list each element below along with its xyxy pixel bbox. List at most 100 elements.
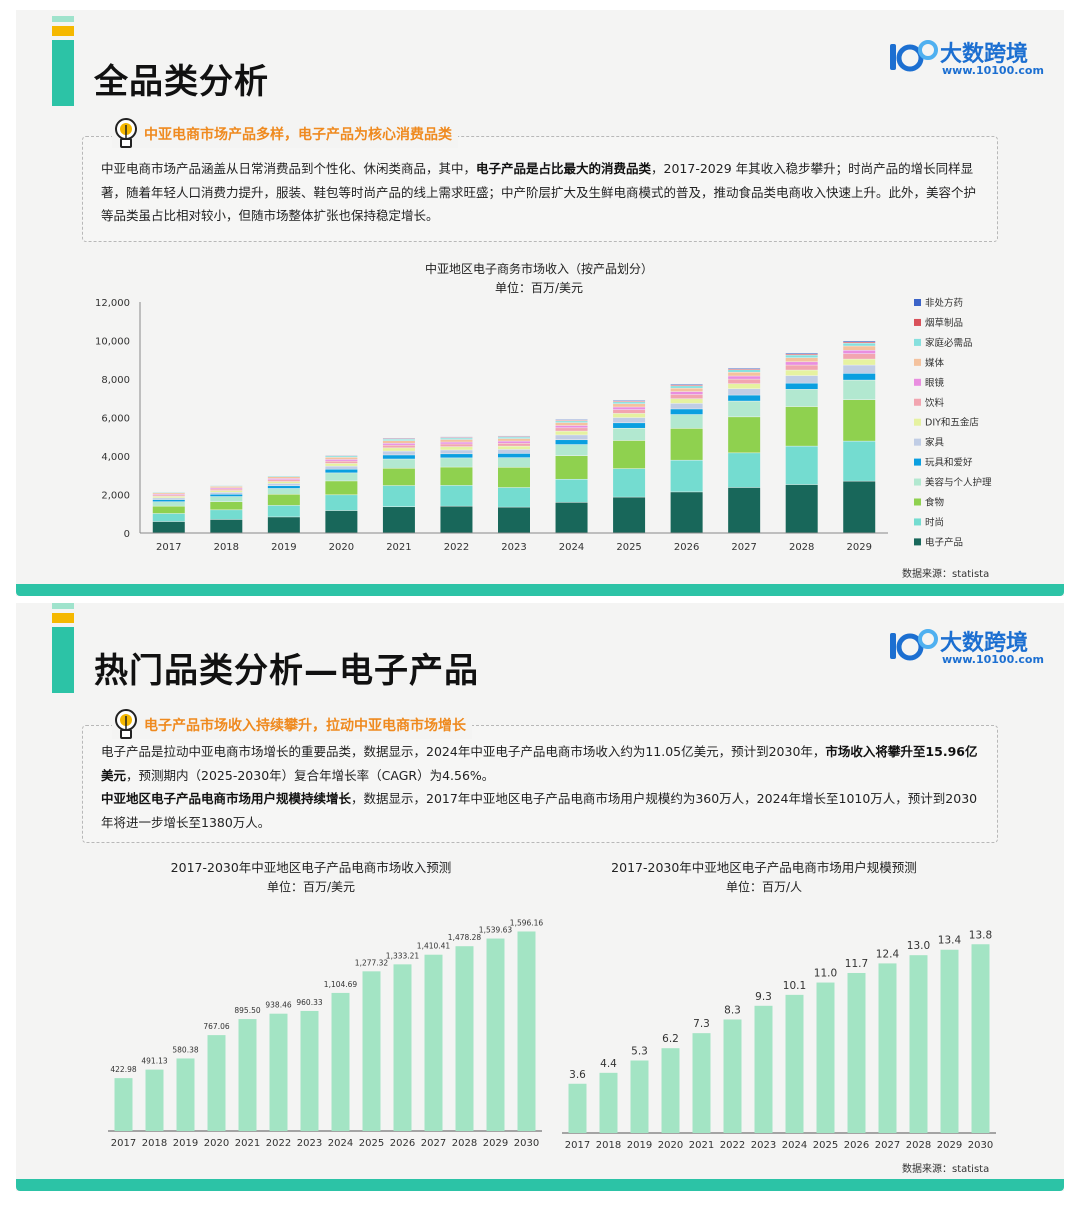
legend-label: 家具 bbox=[925, 437, 945, 449]
x-tick-label: 2021 bbox=[386, 542, 411, 553]
x-tick-label: 2024 bbox=[782, 1140, 807, 1151]
legend-label: 电子产品 bbox=[925, 536, 963, 548]
bar-segment bbox=[555, 502, 588, 533]
summary-heading: 电子产品市场收入持续攀升，拉动中亚电商市场增长 bbox=[112, 709, 472, 739]
bar-segment bbox=[267, 488, 300, 494]
y-tick-label: 0 bbox=[124, 529, 130, 540]
legend-swatch bbox=[914, 438, 921, 446]
bar-segment bbox=[670, 399, 703, 404]
x-tick-label: 2020 bbox=[329, 542, 354, 553]
bar-segment bbox=[843, 365, 876, 374]
bar bbox=[909, 955, 928, 1133]
x-tick-label: 2017 bbox=[111, 1138, 136, 1149]
bar-segment bbox=[440, 506, 473, 533]
bar-segment bbox=[843, 342, 876, 343]
legend-label: 美容与个人护理 bbox=[925, 477, 992, 489]
bar-segment bbox=[210, 502, 243, 510]
bar-segment bbox=[670, 460, 703, 492]
bar-segment bbox=[613, 404, 646, 407]
bar-segment bbox=[152, 492, 185, 494]
bar-segment bbox=[440, 454, 473, 458]
bar-segment bbox=[152, 499, 185, 502]
bar-segment bbox=[785, 354, 818, 355]
data-source: 数据来源：statista bbox=[902, 1164, 990, 1175]
x-tick-label: 2020 bbox=[204, 1138, 229, 1149]
legend-swatch bbox=[914, 458, 921, 466]
data-label: 422.98 bbox=[110, 1065, 136, 1074]
x-tick-label: 2029 bbox=[847, 542, 872, 553]
y-tick-label: 10,000 bbox=[95, 337, 130, 348]
legend-label: 眼镜 bbox=[925, 377, 945, 389]
bar-segment bbox=[498, 441, 530, 443]
bar-segment bbox=[382, 455, 415, 459]
bar-segment bbox=[210, 510, 243, 520]
bar-segment bbox=[670, 414, 703, 429]
x-tick-label: 2023 bbox=[751, 1140, 776, 1151]
legend-label: 非处方药 bbox=[925, 297, 963, 309]
bar-segment bbox=[843, 350, 876, 354]
legend-swatch bbox=[914, 299, 921, 306]
summary-heading: 中亚电商市场产品多样，电子产品为核心消费品类 bbox=[112, 118, 458, 148]
logo-url: www.10100.com bbox=[942, 64, 1044, 77]
data-label: 1,333.21 bbox=[386, 951, 420, 960]
bar-segment bbox=[785, 353, 818, 354]
bar-segment bbox=[728, 417, 761, 453]
bar-segment bbox=[728, 401, 761, 417]
bar-segment bbox=[440, 467, 473, 486]
bar-segment bbox=[440, 442, 473, 444]
data-label: 11.7 bbox=[845, 958, 868, 970]
x-tick-label: 2017 bbox=[156, 542, 181, 553]
chart-title: 2017-2030年中亚地区电子产品电商市场收入预测 bbox=[171, 860, 452, 875]
x-tick-label: 2021 bbox=[235, 1138, 260, 1149]
bar bbox=[269, 1013, 288, 1131]
bar-segment bbox=[440, 485, 473, 506]
data-source: 数据来源：statista bbox=[902, 569, 990, 580]
legend-swatch bbox=[914, 358, 921, 366]
bar bbox=[145, 1069, 164, 1131]
bar-segment bbox=[670, 388, 703, 392]
bar-segment bbox=[613, 413, 646, 418]
y-tick-label: 2,000 bbox=[101, 491, 130, 502]
x-tick-label: 2022 bbox=[266, 1138, 291, 1149]
x-tick-label: 2026 bbox=[844, 1140, 869, 1151]
y-tick-label: 6,000 bbox=[101, 414, 130, 425]
logo-url: www.10100.com bbox=[942, 653, 1044, 666]
bar-segment bbox=[785, 389, 818, 407]
bar bbox=[971, 944, 990, 1133]
bar-segment bbox=[555, 425, 588, 428]
page-title: 热门品类分析—电子产品 bbox=[94, 651, 479, 691]
bar-segment bbox=[670, 391, 703, 395]
bar-segment bbox=[843, 341, 876, 342]
x-tick-label: 2018 bbox=[214, 542, 239, 553]
bar bbox=[599, 1072, 618, 1133]
bottom-band bbox=[16, 584, 1064, 596]
legend-label: 媒体 bbox=[925, 357, 945, 369]
bar-segment bbox=[670, 428, 703, 460]
data-label: 895.50 bbox=[234, 1006, 260, 1015]
summary-box: 电子产品是拉动中亚电商市场增长的重要品类，数据显示，2024年中亚电子产品电商市… bbox=[82, 725, 998, 843]
bar-segment bbox=[728, 453, 761, 488]
data-label: 12.4 bbox=[876, 948, 900, 960]
bar-segment bbox=[382, 468, 415, 486]
bottom-band bbox=[16, 1179, 1064, 1191]
bar-segment bbox=[670, 386, 703, 388]
data-label: 491.13 bbox=[141, 1057, 167, 1066]
page-title: 全品类分析 bbox=[94, 62, 269, 102]
bar-segment bbox=[613, 440, 646, 469]
legend-swatch bbox=[914, 478, 921, 486]
logo-name: 大数跨境 bbox=[940, 42, 1029, 67]
bar-segment bbox=[785, 370, 818, 376]
bar-segment bbox=[152, 502, 185, 506]
bar-segment bbox=[498, 467, 530, 488]
bar-segment bbox=[613, 428, 646, 441]
bar-segment bbox=[555, 479, 588, 503]
bar-segment bbox=[728, 384, 761, 389]
bar bbox=[878, 963, 897, 1133]
legend-swatch bbox=[914, 318, 921, 326]
bar-segment bbox=[210, 494, 243, 497]
legend-swatch bbox=[914, 518, 921, 526]
data-label: 13.4 bbox=[938, 935, 962, 947]
bar-segment bbox=[843, 373, 876, 380]
legend-label: 饮料 bbox=[925, 397, 945, 409]
bar-segment bbox=[613, 402, 646, 404]
